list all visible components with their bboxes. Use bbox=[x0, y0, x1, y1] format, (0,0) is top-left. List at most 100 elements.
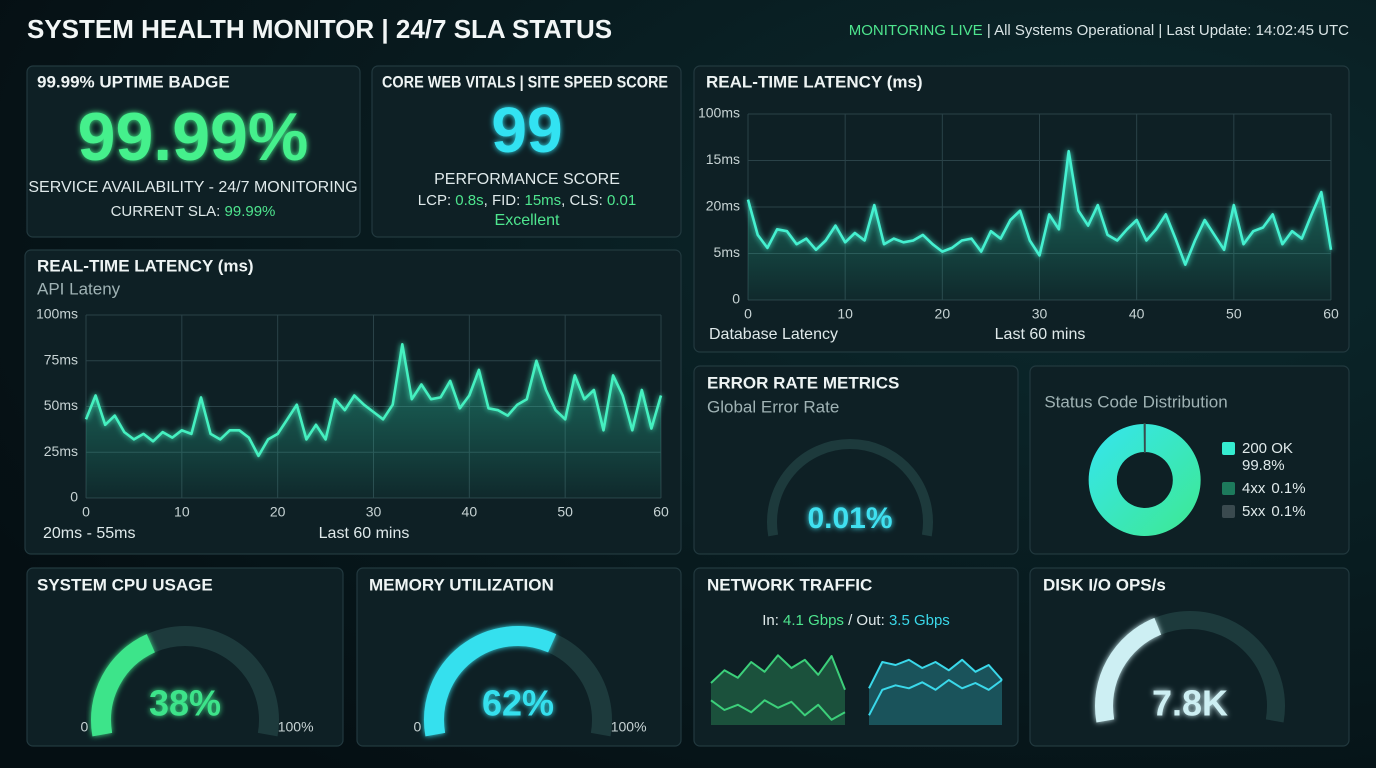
spark-line bbox=[710, 699, 846, 721]
x-tick-label: 50 bbox=[557, 504, 573, 520]
data-line bbox=[746, 149, 1333, 266]
x-tick-label: 40 bbox=[462, 504, 478, 520]
sla-value: 99.99% bbox=[225, 203, 276, 220]
legend-value: 99.8% bbox=[1242, 457, 1285, 474]
metric-value: 15ms bbox=[524, 192, 561, 209]
x-axis-label: Last 60 mins bbox=[319, 525, 410, 542]
y-tick-label: 20ms bbox=[706, 198, 740, 214]
y-tick-label: 0 bbox=[70, 489, 78, 505]
chart-annotation: 20ms - 55ms bbox=[43, 525, 135, 542]
uptime-value: 99.99% bbox=[78, 99, 309, 175]
speed-score: 99 bbox=[491, 94, 562, 166]
line-area bbox=[86, 344, 661, 498]
legend-swatch bbox=[1222, 505, 1235, 518]
panel-title: 99.99% UPTIME BADGE bbox=[37, 72, 230, 91]
x-tick-label: 20 bbox=[270, 504, 286, 520]
gauge-value: 62% bbox=[482, 683, 554, 724]
legend-label: 5xx 0.1% bbox=[1242, 503, 1306, 520]
gauge-value-arc bbox=[91, 634, 156, 737]
gauge-tick-label: 0 bbox=[413, 719, 421, 735]
rate-label: In: bbox=[762, 612, 783, 629]
page-title: SYSTEM HEALTH MONITOR | 24/7 SLA STATUS bbox=[27, 14, 612, 44]
y-tick-label: 50ms bbox=[44, 397, 78, 413]
x-tick-label: 0 bbox=[744, 306, 752, 322]
gauge-tick-label: 100% bbox=[278, 719, 314, 735]
gauge-value: 38% bbox=[149, 683, 221, 724]
x-tick-label: 50 bbox=[1226, 306, 1242, 322]
x-axis-label: Last 60 mins bbox=[995, 326, 1086, 343]
uptime-caption: SERVICE AVAILABILITY - 24/7 MONITORING bbox=[28, 179, 357, 196]
y-tick-label: 15ms bbox=[706, 151, 740, 167]
db-latency-panel bbox=[693, 65, 1350, 353]
panel-title: MEMORY UTILIZATION bbox=[369, 575, 554, 594]
panel-title: Status Code Distribution bbox=[1044, 392, 1227, 411]
x-tick-label: 20 bbox=[935, 306, 951, 322]
network-rates: In: 4.1 Gbps / Out: 3.5 Gbps bbox=[762, 612, 950, 629]
metric-label: , FID: bbox=[484, 192, 525, 209]
legend-label: 4xx 0.1% bbox=[1242, 480, 1306, 497]
y-tick-label: 0 bbox=[732, 291, 740, 307]
x-tick-label: 60 bbox=[653, 504, 669, 520]
x-tick-label: 0 bbox=[82, 504, 90, 520]
x-tick-label: 30 bbox=[366, 504, 382, 520]
spark-line bbox=[868, 679, 1003, 716]
x-tick-label: 40 bbox=[1129, 306, 1145, 322]
panel-title: ERROR RATE METRICS bbox=[707, 373, 899, 392]
legend-value: 0.1% bbox=[1271, 480, 1305, 497]
spark-line bbox=[710, 654, 846, 691]
panel-title: SYSTEM CPU USAGE bbox=[37, 575, 213, 594]
metric-value: 0.01 bbox=[607, 192, 636, 209]
y-tick-label: 100ms bbox=[36, 306, 78, 322]
y-tick-label: 5ms bbox=[714, 244, 740, 260]
legend-value: 0.1% bbox=[1271, 503, 1305, 520]
panel-title: CORE WEB VITALS | SITE SPEED SCORE bbox=[382, 72, 668, 91]
x-tick-label: 10 bbox=[837, 306, 853, 322]
spark-area bbox=[869, 659, 1002, 725]
gauge-value-arc bbox=[1095, 617, 1162, 723]
y-tick-label: 75ms bbox=[44, 351, 78, 367]
vitals-rating: Excellent bbox=[495, 212, 560, 229]
gauge-value: 7.8K bbox=[1152, 683, 1228, 724]
gauge-tick-label: 100% bbox=[611, 719, 647, 735]
sla-label: CURRENT SLA: bbox=[111, 203, 225, 220]
rate-out: 3.5 Gbps bbox=[889, 612, 950, 629]
panel-title: REAL-TIME LATENCY (ms) bbox=[37, 256, 254, 275]
panel-subtitle: API Lateny bbox=[37, 279, 121, 298]
panel-title: REAL-TIME LATENCY (ms) bbox=[706, 72, 923, 91]
legend-label: 200 OK bbox=[1242, 440, 1293, 457]
sla-line: CURRENT SLA: 99.99% bbox=[111, 203, 276, 220]
gauge-value-arc bbox=[424, 626, 557, 737]
metric-value: 0.8s bbox=[455, 192, 483, 209]
metric-label: , CLS: bbox=[561, 192, 607, 209]
uptime-panel bbox=[26, 65, 361, 238]
status-detail: | All Systems Operational | Last Update:… bbox=[983, 22, 1349, 39]
panel-title: DISK I/O OPS/s bbox=[1043, 575, 1166, 594]
legend-swatch bbox=[1222, 442, 1235, 455]
metric-label: LCP: bbox=[418, 192, 456, 209]
status-line: MONITORING LIVE | All Systems Operationa… bbox=[849, 22, 1349, 39]
data-line bbox=[84, 343, 663, 458]
y-tick-label: 25ms bbox=[44, 443, 78, 459]
legend-swatch bbox=[1222, 482, 1235, 495]
rate-in: 4.1 Gbps bbox=[783, 612, 844, 629]
chart-annotation: Database Latency bbox=[709, 326, 838, 343]
gauge-value: 0.01% bbox=[807, 502, 892, 535]
spark-line bbox=[868, 658, 1003, 689]
panel-title: NETWORK TRAFFIC bbox=[707, 575, 872, 594]
legend-category: 200 OK bbox=[1242, 440, 1293, 457]
score-caption: PERFORMANCE SCORE bbox=[434, 171, 620, 188]
donut-slice bbox=[1088, 424, 1201, 536]
line-area bbox=[748, 151, 1331, 300]
gauge-tick-label: 0 bbox=[80, 719, 88, 735]
rate-label: / Out: bbox=[844, 612, 889, 629]
gauge-track bbox=[767, 439, 933, 537]
y-tick-label: 100ms bbox=[698, 105, 740, 121]
x-tick-label: 10 bbox=[174, 504, 190, 520]
legend-category: 4xx bbox=[1242, 480, 1266, 497]
panel-subtitle: Global Error Rate bbox=[707, 397, 839, 416]
live-status: MONITORING LIVE bbox=[849, 22, 983, 39]
x-tick-label: 60 bbox=[1323, 306, 1339, 322]
legend-category: 5xx bbox=[1242, 503, 1266, 520]
vitals-metrics: LCP: 0.8s, FID: 15ms, CLS: 0.01 bbox=[418, 192, 636, 209]
